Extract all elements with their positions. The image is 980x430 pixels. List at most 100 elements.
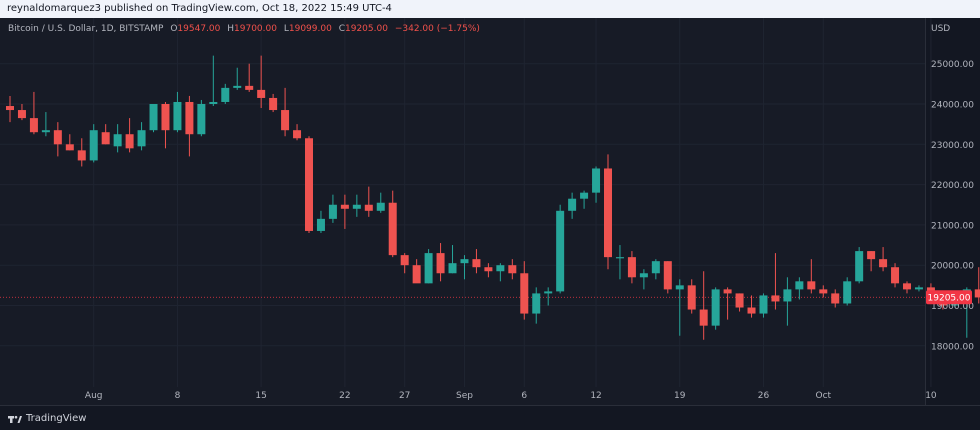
candle-body bbox=[496, 265, 505, 272]
legend-open-label: O bbox=[170, 24, 178, 34]
y-tick-label: 24000.00 bbox=[931, 101, 974, 111]
legend-low-label: L bbox=[283, 24, 289, 34]
legend-close-value: 19205.00 bbox=[345, 24, 388, 34]
legend-low-value: 19099.00 bbox=[288, 24, 332, 34]
candle-body bbox=[424, 253, 433, 284]
candle-body bbox=[149, 104, 158, 131]
candle bbox=[651, 259, 660, 280]
candle bbox=[340, 194, 349, 229]
candle-body bbox=[328, 204, 337, 219]
candle-body bbox=[376, 202, 385, 211]
last-price-tag bbox=[926, 290, 972, 305]
price-axis[interactable] bbox=[925, 18, 980, 405]
candle bbox=[101, 124, 110, 145]
candle bbox=[233, 67, 242, 90]
legend-change-value: −342.00 (−1.75%) bbox=[394, 24, 480, 34]
footer-bar: TradingView bbox=[0, 405, 980, 430]
candle bbox=[771, 253, 780, 310]
candle bbox=[424, 249, 433, 284]
candle-body bbox=[903, 283, 911, 290]
candle-body bbox=[185, 101, 194, 135]
legend-close-label: C bbox=[338, 24, 345, 34]
candlestick-chart[interactable]: 18000.00 19000.00 20000.00 21000.00 22000.00… bbox=[0, 0, 980, 405]
legend-high-label: H bbox=[227, 24, 235, 34]
publisher-bar: reynaldomarquez3 published on TradingVie… bbox=[0, 0, 980, 18]
legend-open-value: 19547.00 bbox=[177, 24, 221, 34]
candle-body bbox=[173, 101, 182, 131]
candle-body bbox=[245, 85, 254, 90]
candle bbox=[496, 263, 505, 282]
candle-body bbox=[711, 289, 720, 326]
candle bbox=[711, 287, 720, 330]
candle-body bbox=[699, 309, 708, 326]
candle bbox=[305, 136, 313, 233]
candle bbox=[592, 166, 601, 203]
x-tick-label: 22 bbox=[339, 391, 350, 401]
candle bbox=[914, 285, 923, 292]
candle-body bbox=[615, 257, 624, 259]
candle-body bbox=[807, 281, 816, 290]
candle-body bbox=[627, 257, 636, 278]
candle-body bbox=[6, 106, 14, 111]
x-tick-label: Sep bbox=[456, 391, 473, 401]
candle-body bbox=[604, 168, 612, 258]
candle-body bbox=[723, 289, 732, 294]
candle-body bbox=[472, 259, 481, 268]
candle-body bbox=[663, 261, 672, 290]
chart-pane[interactable] bbox=[0, 18, 925, 405]
candle-body bbox=[484, 267, 493, 272]
candle bbox=[113, 124, 122, 153]
x-tick-label: 26 bbox=[758, 391, 770, 401]
candle bbox=[544, 287, 553, 306]
tradingview-logo-icon bbox=[8, 415, 22, 423]
legend-symbol: Bitcoin / U.S. Dollar, 1D, BITSTAMP bbox=[8, 24, 164, 34]
candle-body bbox=[759, 295, 768, 314]
axis-labels: 18000.00 19000.00 20000.00 21000.00 22000.00… bbox=[85, 24, 974, 401]
candle-body bbox=[508, 265, 517, 274]
candle-body bbox=[53, 130, 62, 145]
candle-body bbox=[305, 138, 313, 231]
candle-body bbox=[520, 273, 529, 314]
candle-body bbox=[364, 204, 373, 211]
candle-body bbox=[592, 168, 601, 193]
candle-body bbox=[974, 289, 980, 298]
candle bbox=[867, 251, 876, 272]
candle-body bbox=[651, 261, 660, 274]
candle bbox=[400, 253, 409, 274]
candle bbox=[484, 263, 493, 278]
y-tick-label: 22000.00 bbox=[931, 181, 974, 191]
candle bbox=[580, 190, 589, 209]
candle bbox=[819, 285, 828, 298]
candle bbox=[245, 63, 254, 92]
candle bbox=[53, 122, 62, 157]
candle bbox=[747, 295, 756, 318]
candle-body bbox=[209, 101, 218, 104]
candle-body bbox=[436, 253, 445, 274]
x-tick-label: 8 bbox=[175, 391, 181, 401]
candle-body bbox=[783, 289, 792, 302]
y-tick-label: 20000.00 bbox=[931, 262, 974, 272]
grid-lines bbox=[0, 18, 932, 387]
candle bbox=[891, 263, 900, 288]
candle-body bbox=[17, 110, 26, 119]
x-tick-label: 12 bbox=[590, 391, 601, 401]
candle-body bbox=[77, 150, 86, 161]
x-tick-label: 15 bbox=[255, 391, 266, 401]
candle-body bbox=[316, 218, 325, 231]
candle-body bbox=[544, 291, 553, 294]
candle bbox=[556, 204, 565, 294]
candle bbox=[364, 186, 373, 217]
candle-body bbox=[639, 273, 648, 278]
candle-body bbox=[89, 130, 98, 161]
candle bbox=[831, 289, 840, 308]
candle bbox=[293, 124, 302, 141]
candle bbox=[352, 194, 361, 217]
candle bbox=[328, 194, 337, 223]
candle-body bbox=[221, 87, 230, 102]
candle-body bbox=[197, 104, 206, 135]
candle bbox=[472, 249, 481, 274]
candle bbox=[675, 279, 684, 336]
candle bbox=[65, 134, 74, 151]
candle-body bbox=[843, 281, 852, 304]
candle-body bbox=[352, 204, 361, 209]
